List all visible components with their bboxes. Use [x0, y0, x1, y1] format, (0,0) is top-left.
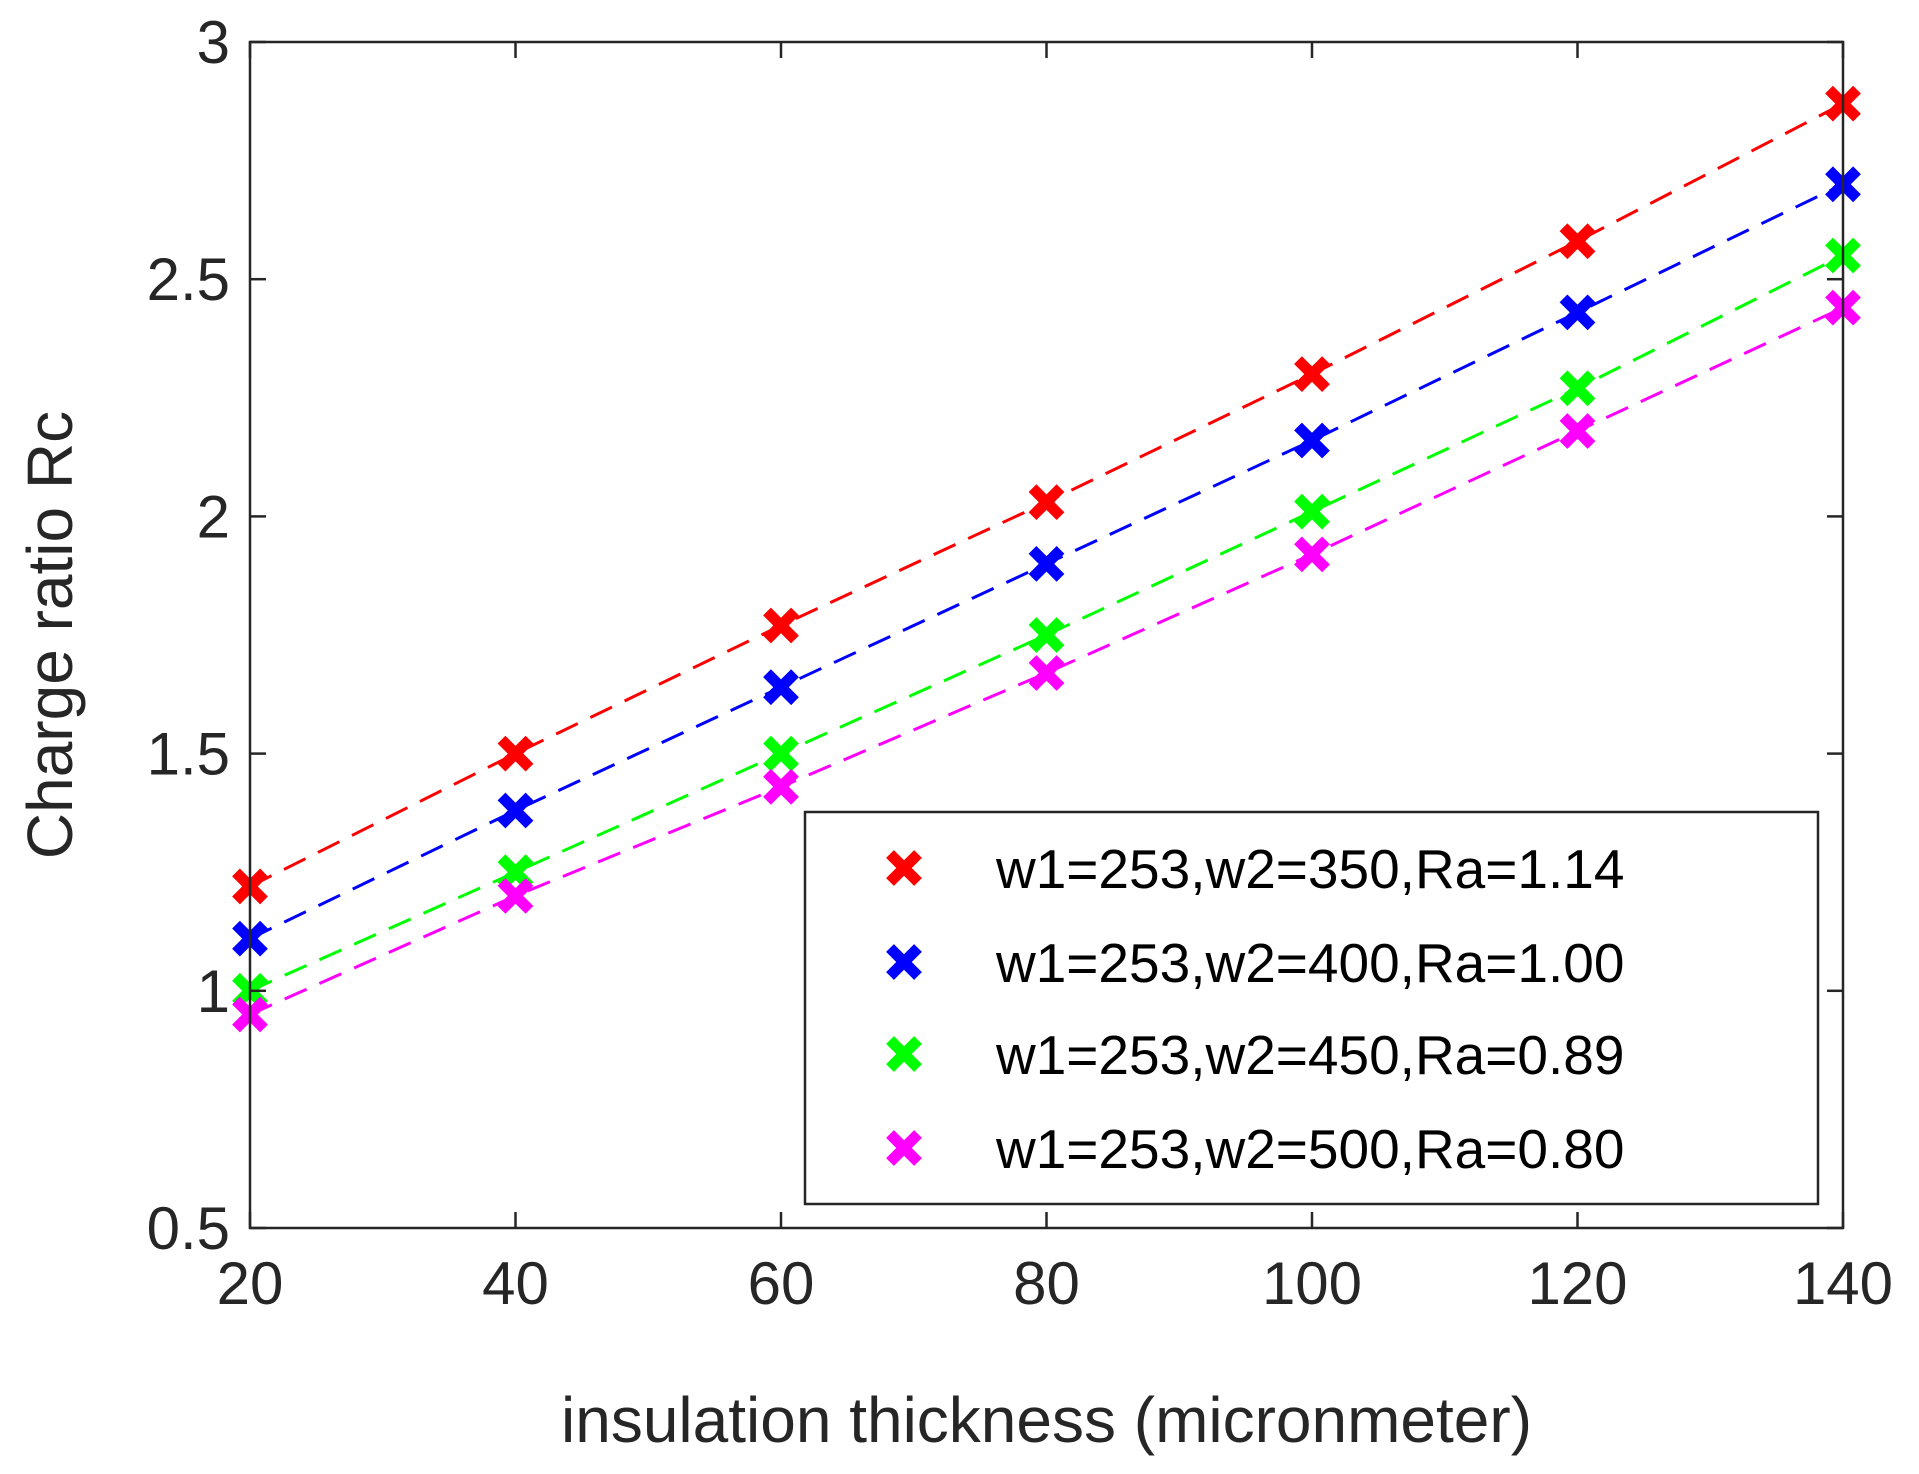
data-point [1559, 413, 1596, 449]
data-point [1294, 422, 1330, 459]
series-layer [232, 85, 1861, 1033]
legend-entry: w1=253,w2=400,Ra=1.00 [886, 932, 1624, 994]
data-point [763, 735, 799, 772]
data-point [763, 607, 799, 644]
data-point [1294, 356, 1330, 392]
data-point [497, 735, 534, 772]
data-point [497, 878, 534, 914]
y-tick-label: 2.5 [147, 246, 230, 313]
legend-marker [886, 944, 922, 980]
data-point [497, 792, 534, 829]
data-point [1559, 223, 1596, 260]
legend-entries: w1=253,w2=350,Ra=1.14 w1=253,w2=400,Ra=1.… [886, 838, 1624, 1180]
legend-entry: w1=253,w2=350,Ra=1.14 [886, 838, 1624, 900]
legend-label: w1=253,w2=450,Ra=0.89 [995, 1024, 1624, 1086]
data-point [1559, 294, 1596, 331]
legend-entry: w1=253,w2=500,Ra=0.80 [886, 1118, 1624, 1180]
x-tick-label: 80 [1013, 1250, 1080, 1317]
y-tick-label: 0.5 [147, 1195, 230, 1262]
legend-label: w1=253,w2=500,Ra=0.80 [995, 1118, 1624, 1180]
data-point [1028, 617, 1065, 653]
legend-marker [886, 1130, 922, 1166]
legend-marker [886, 850, 922, 886]
y-tick-label: 3 [197, 9, 230, 76]
y-tick-label: 2 [197, 483, 230, 550]
x-tick-label: 100 [1262, 1250, 1362, 1317]
x-axis-title: insulation thickness (micronmeter) [561, 1384, 1532, 1456]
legend-label: w1=253,w2=400,Ra=1.00 [995, 932, 1624, 994]
data-point [1294, 493, 1330, 530]
data-point [763, 768, 799, 805]
x-tick-label: 40 [482, 1250, 549, 1317]
data-point [1294, 536, 1330, 573]
x-tick-label: 120 [1527, 1250, 1627, 1317]
data-point [1028, 484, 1065, 521]
legend-entry: w1=253,w2=450,Ra=0.89 [886, 1024, 1624, 1086]
legend-box [803, 810, 1820, 1206]
legend-marker [886, 1036, 922, 1072]
y-tick-label: 1 [197, 958, 230, 1025]
x-tick-label: 140 [1793, 1250, 1893, 1317]
y-axis-title: Charge ratio Rc [14, 411, 86, 859]
legend-label: w1=253,w2=350,Ra=1.14 [995, 838, 1624, 900]
y-tick-label: 1.5 [147, 721, 230, 788]
data-point [1559, 370, 1596, 407]
ticks-layer: 20 40 60 80 100 120 140 0.5 1 1.5 2 2.5 3 [147, 9, 1893, 1317]
legend: w1=253,w2=350,Ra=1.14 w1=253,w2=400,Ra=1.… [803, 810, 1820, 1206]
x-tick-label: 60 [748, 1250, 815, 1317]
data-point [763, 669, 799, 706]
data-point [1028, 545, 1065, 582]
data-point [1028, 655, 1065, 691]
x-tick-label: 20 [217, 1250, 284, 1317]
